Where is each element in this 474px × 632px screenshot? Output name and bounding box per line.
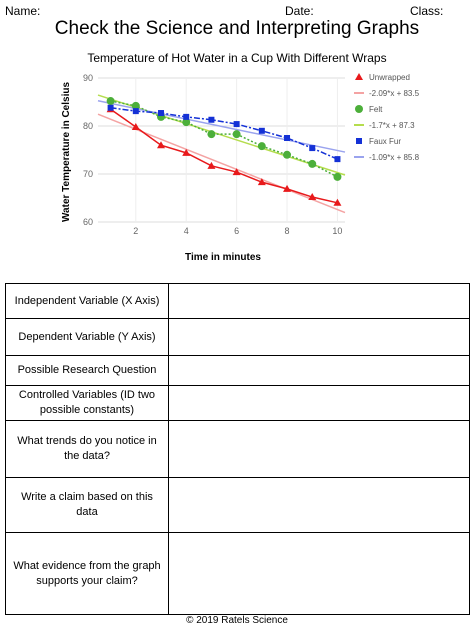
marker [232,130,241,139]
marker [284,135,291,141]
question-cell: Independent Variable (X Axis) [5,283,169,319]
legend-marker [355,73,363,80]
page-title: Check the Science and Interpreting Graph… [54,18,420,39]
legend-label: -1.7*x + 87.3 [369,121,415,130]
marker [257,142,266,151]
answer-cell[interactable] [168,385,470,421]
y-tick-label: 70 [83,169,93,179]
marker [106,97,115,106]
marker [208,116,215,123]
question-cell: What evidence from the graph supports yo… [5,532,169,615]
table-row: What trends do you notice in the data? [5,420,470,478]
legend-label: Unwrapped [369,73,410,82]
marker [309,145,316,152]
legend-label: -1.09*x + 85.8 [369,153,420,162]
marker [283,150,292,159]
answer-cell[interactable] [168,477,470,533]
marker [207,161,216,169]
marker [132,108,139,115]
answer-cell[interactable] [168,355,470,386]
x-tick-label: 6 [234,226,239,236]
marker [183,113,190,120]
marker [283,184,292,192]
x-axis-label: Time in minutes [185,252,261,263]
marker [333,172,342,181]
table-row: Write a claim based on this data [5,477,470,533]
legend-label: Felt [369,105,383,114]
marker [207,130,216,139]
trendline [97,113,346,214]
series-line [110,100,338,178]
class-label: Class: [410,4,444,18]
legend-label: -2.09*x + 83.5 [369,89,420,98]
answer-cell[interactable] [168,283,470,319]
question-cell: Possible Research Question [5,355,169,386]
question-cell: Controlled Variables (ID two possible co… [5,385,169,421]
name-label: Name: [5,4,41,18]
x-tick-label: 10 [332,226,342,236]
chart-title: Temperature of Hot Water in a Cup With D… [87,51,386,65]
question-cell: Write a claim based on this data [5,477,169,533]
y-tick-label: 60 [83,217,93,227]
answer-cell[interactable] [168,420,470,478]
table-row: What evidence from the graph supports yo… [5,532,470,615]
marker [232,168,241,176]
marker [233,121,240,128]
marker [182,118,191,127]
marker [258,127,265,134]
marker [308,159,317,168]
x-tick-label: 4 [184,226,189,236]
x-tick-label: 8 [285,226,290,236]
marker [334,156,341,163]
legend-marker [355,105,363,113]
footer: © 2019 Ratels Science [186,615,288,626]
x-tick-label: 2 [133,226,138,236]
marker [157,141,166,149]
marker [308,193,317,201]
marker [182,148,191,156]
series-line [110,107,338,160]
y-axis-label: Water Temperature in Celsius [61,82,72,222]
trendline [97,100,346,153]
answer-cell[interactable] [168,532,470,615]
table-row: Independent Variable (X Axis) [5,283,470,319]
y-tick-label: 80 [83,121,93,131]
marker [158,110,165,117]
question-cell: Dependent Variable (Y Axis) [5,318,169,356]
table-row: Possible Research Question [5,355,470,386]
series-line [110,108,338,204]
legend-label: Faux Fur [369,137,401,146]
table-row: Dependent Variable (Y Axis) [5,318,470,356]
marker [333,198,342,206]
marker [131,122,140,130]
chart: Temperature of Hot Water in a Cup With D… [61,51,420,263]
question-cell: What trends do you notice in the data? [5,420,169,478]
legend-marker [356,138,362,144]
marker [257,178,266,186]
answer-cell[interactable] [168,318,470,356]
y-tick-label: 90 [83,73,93,83]
worksheet-table: Independent Variable (X Axis) Dependent V… [5,283,470,615]
table-row: Controlled Variables (ID two possible co… [5,385,470,421]
date-label: Date: [285,4,314,18]
trendline [97,94,346,176]
marker [131,101,140,110]
marker [107,104,114,111]
